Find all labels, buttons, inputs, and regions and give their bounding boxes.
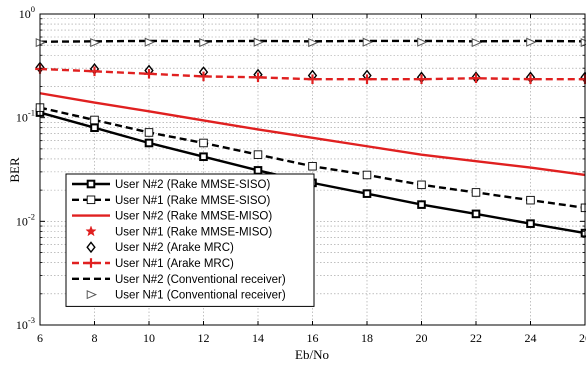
legend-item: User N#2 (Rake MMSE-MISO) [72, 211, 272, 223]
marker-triangle [144, 37, 156, 47]
series-line [39, 67, 585, 81]
marker-square-inner [92, 125, 97, 131]
legend-box [65, 173, 315, 307]
x-ticks: 6 8 10 12 14 16 18 20 22 24 26 [37, 14, 586, 345]
legend-label: User N#1 (Rake MMSE-SISO) [115, 195, 270, 207]
x-tick-label: 24 [525, 331, 537, 345]
series-layer [35, 37, 586, 238]
marker-square-inner [364, 191, 370, 196]
marker-square-inner [255, 168, 261, 173]
legend-item: User N#1 (Arake MRC) [72, 258, 234, 270]
legend-item: User N#1 (Rake MMSE-SISO) [72, 195, 270, 207]
marker-square-inner [528, 221, 533, 226]
series-6 [35, 64, 586, 84]
marker-star [85, 225, 97, 237]
marker-triangle [199, 38, 210, 48]
marker-triangle [253, 37, 265, 47]
legend: User N#2 (Rake MMSE-SISO) User N#1 (Rake … [65, 173, 315, 307]
marker-square-open [362, 170, 372, 180]
x-tick-label: 10 [143, 331, 155, 345]
marker-triangle [86, 290, 98, 300]
marker-square-open [526, 195, 535, 205]
x-tick-label: 8 [92, 331, 98, 345]
series-line [39, 92, 586, 177]
legend-item: User N#1 (Conventional receiver) [86, 290, 286, 302]
legend-label: User N#2 (Rake MMSE-SISO) [115, 179, 270, 191]
y-tick-label: 100 [19, 4, 35, 21]
marker-square-open [471, 188, 481, 197]
marker-square-open [253, 150, 263, 159]
x-tick-label: 12 [198, 331, 210, 345]
y-tick-label: 10-1 [16, 108, 35, 125]
marker-square-inner [146, 140, 152, 146]
y-tick-label: 10-2 [16, 211, 35, 228]
marker-square-inner [419, 202, 424, 207]
marker-triangle [362, 37, 374, 47]
marker-square-open [90, 115, 99, 125]
marker-square-open [308, 161, 317, 171]
x-tick-label: 6 [37, 331, 43, 345]
marker-square-inner [88, 181, 94, 187]
legend-item: User N#2 (Conventional receiver) [72, 274, 286, 286]
marker-triangle [308, 38, 319, 48]
y-ticks: 100 10-1 10-2 10-3 [16, 4, 585, 332]
marker-triangle [90, 38, 101, 48]
series-7 [39, 39, 586, 43]
marker-triangle [417, 37, 428, 47]
marker-triangle [526, 37, 537, 47]
series-2 [35, 103, 586, 213]
marker-square-open [144, 128, 154, 137]
legend-label: User N#2 (Arake MRC) [115, 242, 234, 254]
y-tick-label: 10-3 [16, 315, 35, 332]
x-tick-label: 18 [361, 331, 373, 345]
x-axis-label: Eb/No [295, 347, 329, 362]
x-tick-label: 26 [579, 331, 586, 345]
legend-label: User N#1 (Rake MMSE-MISO) [115, 226, 272, 238]
marker-square-inner [201, 154, 206, 160]
x-tick-label: 20 [416, 331, 428, 345]
legend-item: User N#2 (Rake MMSE-SISO) [72, 179, 270, 191]
legend-label: User N#2 (Conventional receiver) [115, 274, 286, 286]
legend-label: User N#2 (Rake MMSE-MISO) [115, 211, 272, 223]
marker-square-inner [582, 230, 586, 236]
series-3 [39, 92, 586, 177]
marker-triangle [471, 38, 483, 48]
marker-square-open [417, 180, 426, 190]
legend-label: User N#1 (Conventional receiver) [115, 290, 286, 302]
series-line [39, 39, 586, 43]
x-tick-label: 16 [307, 331, 319, 345]
y-axis-label: BER [7, 157, 22, 183]
marker-square-open [199, 138, 208, 148]
legend-label: User N#1 (Arake MRC) [115, 258, 234, 270]
marker-square-inner [473, 211, 479, 217]
x-tick-label: 22 [470, 331, 482, 345]
legend-item: User N#1 (Rake MMSE-MISO) [85, 225, 272, 238]
marker-diamond [86, 241, 96, 254]
marker-square-open [86, 195, 96, 205]
legend-item: User N#2 (Arake MRC) [86, 241, 234, 254]
x-tick-label: 14 [252, 331, 264, 345]
